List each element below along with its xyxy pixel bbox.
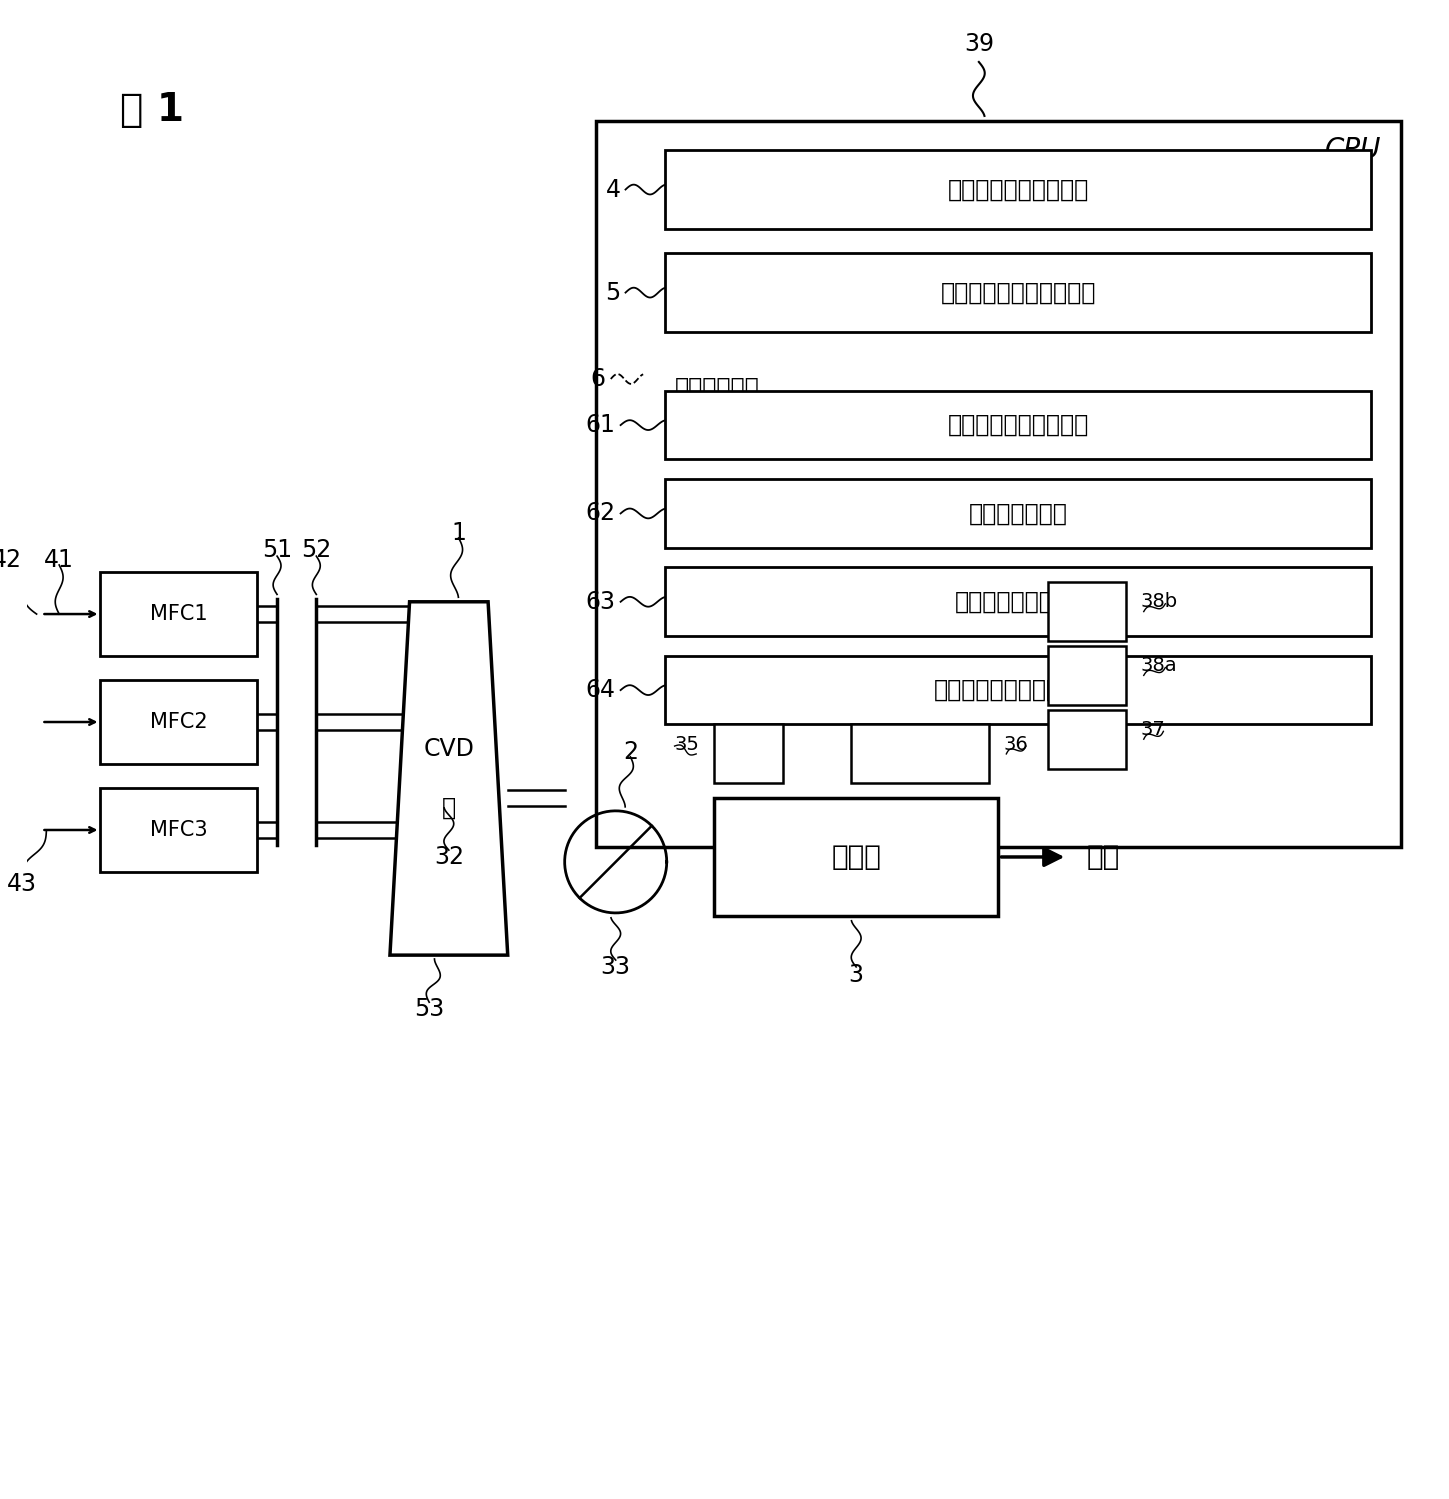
Text: MFC2: MFC2: [151, 712, 207, 732]
Text: 63: 63: [585, 589, 616, 613]
Text: MFC1: MFC1: [151, 604, 207, 624]
Bar: [1048, 646, 1126, 705]
Text: 室: 室: [442, 796, 456, 820]
Text: 加速度减少率判定部件: 加速度减少率判定部件: [948, 414, 1088, 438]
Text: MFC3: MFC3: [151, 820, 207, 839]
Bar: [643, 361, 1391, 838]
Text: 马哈拉诺比斯距离判定部件: 马哈拉诺比斯距离判定部件: [933, 678, 1103, 702]
Text: 3: 3: [849, 962, 864, 986]
Bar: [1048, 709, 1126, 769]
Text: 62: 62: [585, 502, 616, 526]
Bar: [714, 724, 782, 784]
Bar: [665, 568, 1371, 636]
Text: 2: 2: [623, 741, 638, 764]
Text: 53: 53: [414, 997, 445, 1021]
Text: 加速度推移判定部件: 加速度推移判定部件: [955, 589, 1081, 613]
Text: 41: 41: [45, 549, 74, 573]
Bar: [100, 681, 258, 763]
Bar: [665, 480, 1371, 547]
Text: 42: 42: [0, 549, 22, 573]
Text: 寿命判定部件: 寿命判定部件: [675, 376, 759, 400]
Text: 排气: 排气: [1087, 842, 1120, 871]
Text: 图 1: 图 1: [120, 91, 184, 129]
Text: CPU: CPU: [1324, 135, 1381, 163]
Bar: [851, 724, 988, 784]
Text: 5: 5: [606, 280, 620, 304]
Bar: [665, 655, 1371, 724]
Text: 6: 6: [591, 367, 606, 391]
Text: CVD: CVD: [423, 738, 474, 761]
Text: 43: 43: [7, 872, 36, 896]
Bar: [596, 121, 1401, 847]
Text: 32: 32: [433, 845, 464, 869]
Bar: [665, 391, 1371, 460]
Text: 52: 52: [301, 538, 332, 562]
Text: 峰值加速度推移记录部件: 峰值加速度推移记录部件: [940, 280, 1095, 304]
Text: 分析对象频率决定部件: 分析对象频率决定部件: [948, 177, 1088, 201]
Text: 4: 4: [606, 177, 620, 201]
Text: 38a: 38a: [1140, 657, 1178, 675]
Bar: [714, 797, 998, 916]
Polygon shape: [390, 601, 507, 955]
Text: 38b: 38b: [1140, 592, 1178, 612]
Text: 33: 33: [601, 955, 630, 979]
Bar: [1048, 582, 1126, 642]
Text: 36: 36: [1003, 735, 1029, 754]
Text: 37: 37: [1140, 720, 1165, 739]
Text: 1: 1: [451, 522, 467, 546]
Text: 61: 61: [585, 414, 616, 438]
Text: 干式泵: 干式泵: [832, 842, 881, 871]
Text: 51: 51: [262, 538, 293, 562]
Bar: [665, 253, 1371, 331]
Bar: [100, 573, 258, 655]
Text: 加速度比判定部: 加速度比判定部: [969, 502, 1068, 526]
Bar: [665, 150, 1371, 229]
Text: 64: 64: [585, 678, 616, 702]
Text: 39: 39: [964, 33, 994, 57]
Bar: [100, 788, 258, 872]
Text: 35: 35: [674, 735, 698, 754]
